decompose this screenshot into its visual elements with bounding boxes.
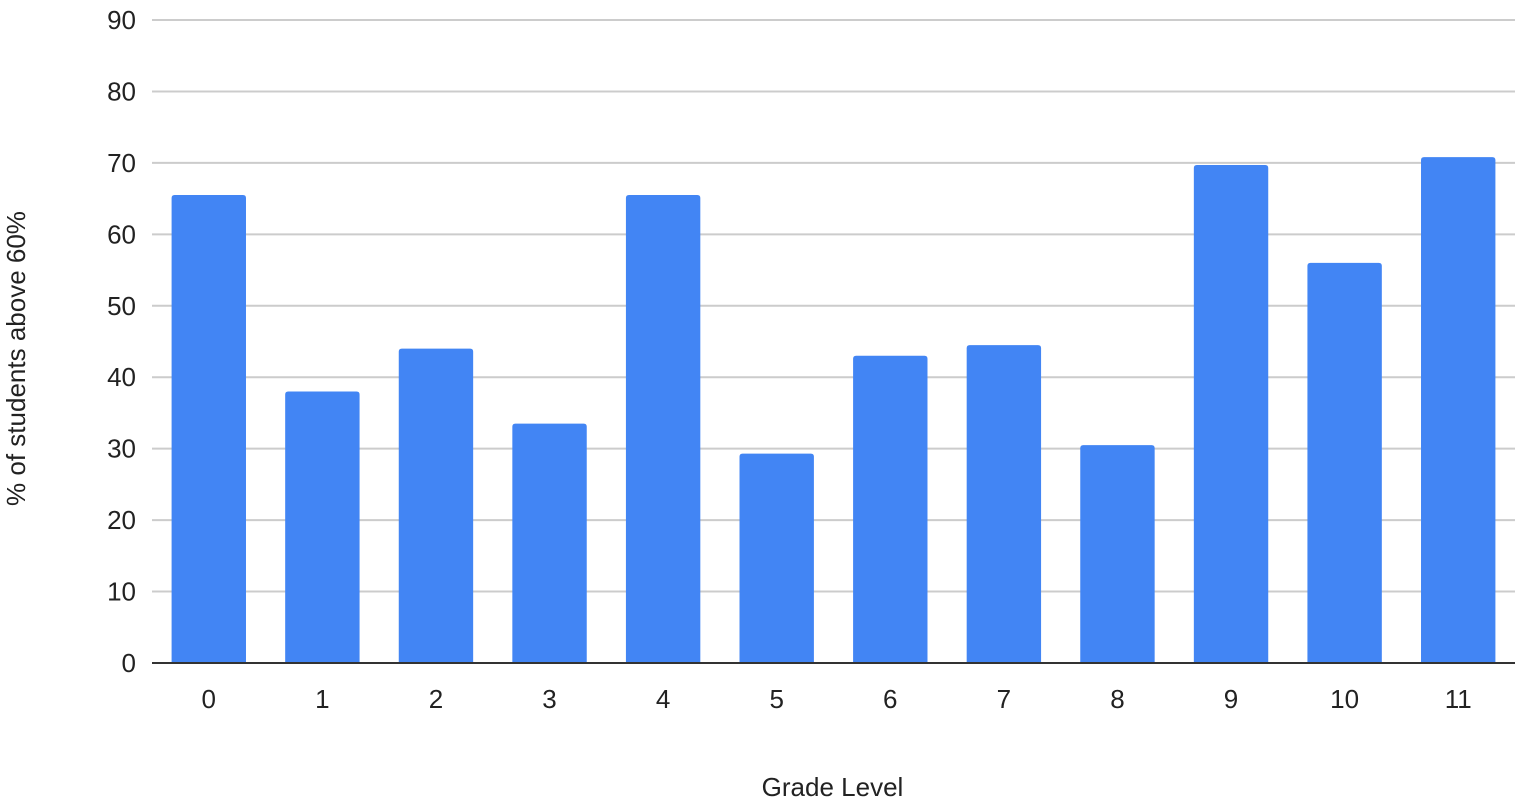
- bar-grade-6: [853, 355, 928, 663]
- bar-grade-10: [1307, 262, 1382, 663]
- x-tick-label: 7: [997, 684, 1011, 714]
- y-tick-label: 40: [107, 362, 136, 392]
- x-tick-label: 3: [542, 684, 556, 714]
- gridlines: [152, 19, 1515, 593]
- y-tick-labels: 0 10 20 30 40 50 60 70 80 90: [107, 5, 136, 678]
- bar-grade-5: [739, 453, 814, 663]
- x-axis-title: Grade Level: [762, 772, 904, 800]
- y-tick-label: 30: [107, 434, 136, 464]
- x-tick-label: 10: [1330, 684, 1359, 714]
- x-tick-label: 6: [883, 684, 897, 714]
- x-tick-label: 4: [656, 684, 670, 714]
- x-tick-labels: 0 1 2 3 4 5 6 7 8 9 10 11: [202, 684, 1472, 714]
- y-axis-title: % of students above 60%: [1, 211, 31, 506]
- bar-grade-4: [625, 195, 701, 664]
- y-tick-label: 90: [107, 5, 136, 35]
- bar-grade-8: [1080, 445, 1155, 663]
- y-tick-label: 10: [107, 577, 136, 607]
- bar-grade-2: [398, 348, 474, 663]
- x-tick-label: 8: [1110, 684, 1124, 714]
- bar-grade-1: [285, 391, 360, 663]
- bar-grade-7: [966, 345, 1042, 663]
- bar-grade-9: [1193, 165, 1269, 663]
- y-tick-label: 0: [122, 648, 136, 678]
- y-tick-label: 80: [107, 76, 136, 106]
- y-tick-label: 60: [107, 219, 136, 249]
- x-tick-label: 0: [202, 684, 216, 714]
- bar-grade-11: [1421, 157, 1496, 663]
- y-tick-label: 70: [107, 148, 136, 178]
- bar-grade-0: [171, 195, 246, 664]
- y-tick-label: 20: [107, 505, 136, 535]
- bars: [171, 157, 1496, 664]
- y-tick-label: 50: [107, 291, 136, 321]
- x-tick-label: 11: [1445, 684, 1472, 714]
- x-tick-label: 2: [429, 684, 443, 714]
- x-tick-label: 1: [315, 684, 329, 714]
- x-tick-label: 9: [1224, 684, 1238, 714]
- x-tick-label: 5: [769, 684, 783, 714]
- bar-grade-3: [512, 423, 587, 663]
